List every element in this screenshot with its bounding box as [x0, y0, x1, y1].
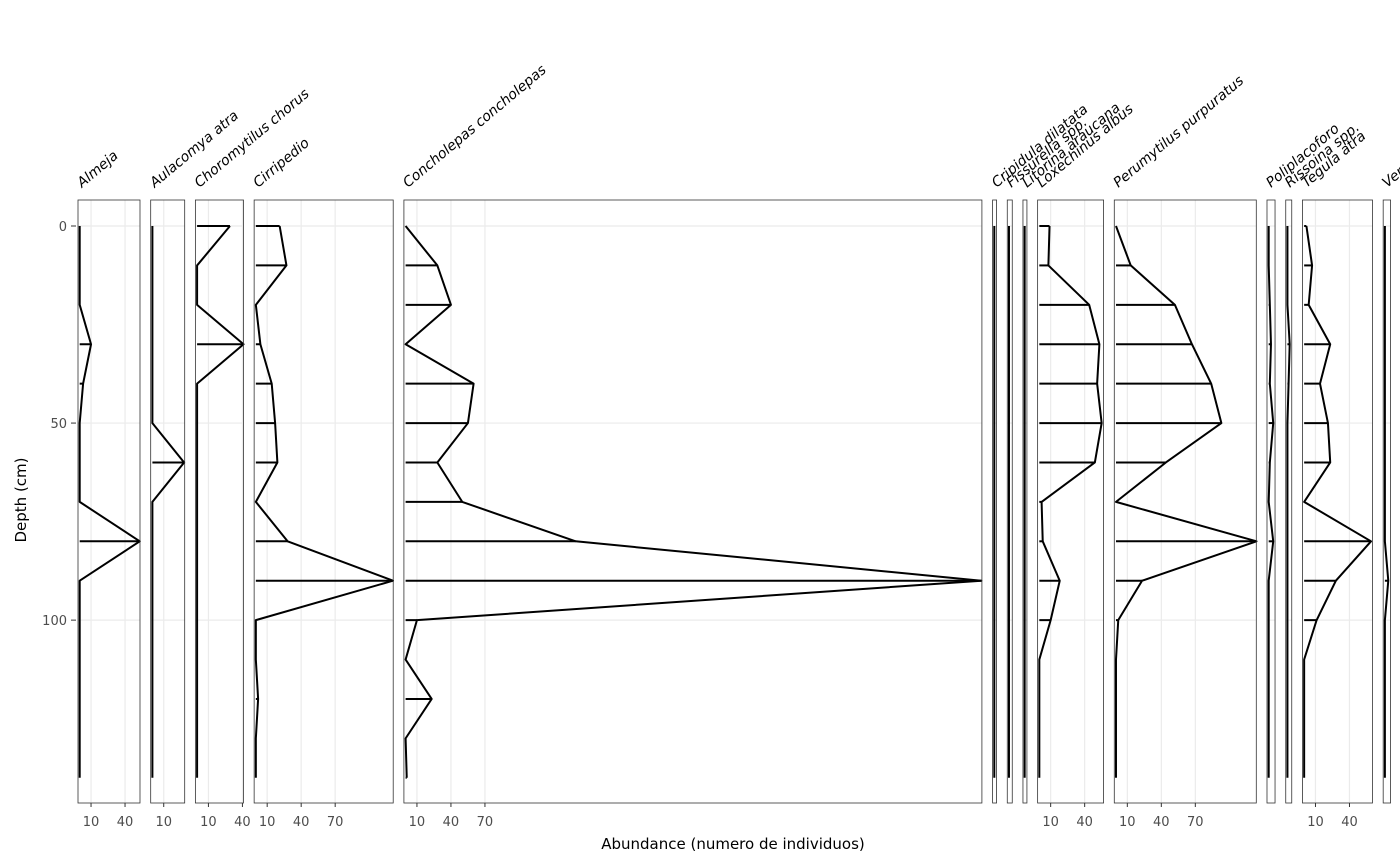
abundance-line [196, 225, 245, 778]
abundance-line [1038, 225, 1103, 778]
panel-border [1113, 199, 1257, 804]
panel-border [1266, 199, 1276, 804]
abundance-line [404, 225, 983, 778]
y-tick-label: 0 [59, 220, 67, 235]
y-axis-label: Depth (cm) [12, 457, 30, 542]
x-tick-label: 10 [155, 815, 172, 830]
panel-border [77, 199, 141, 804]
abundance-line [254, 225, 394, 778]
x-tick-label: 10 [200, 815, 217, 830]
panel-border [1022, 199, 1028, 804]
panel-border [1037, 199, 1104, 804]
panel-title: Concholepas concholepas [400, 62, 549, 191]
x-tick-label: 10 [259, 815, 276, 830]
x-tick-label: 10 [409, 815, 426, 830]
x-tick-label: 40 [1076, 815, 1093, 830]
x-axis-label: Abundance (numero de individuos) [601, 835, 865, 853]
abundance-line [1267, 226, 1275, 778]
abundance-line [78, 226, 141, 778]
abundance-line [1303, 225, 1373, 778]
y-tick-label: 50 [50, 417, 67, 432]
panel-border [1302, 199, 1373, 804]
x-tick-label: 10 [83, 815, 100, 830]
panel-title: Perumytilus purpuratus [1111, 73, 1248, 191]
x-tick-label: 10 [1307, 815, 1324, 830]
abundance-line [1286, 226, 1291, 778]
x-tick-label: 40 [117, 815, 134, 830]
abundance-line [1114, 225, 1258, 778]
x-tick-label: 40 [1153, 815, 1170, 830]
x-tick-label: 70 [1187, 815, 1204, 830]
panel-title: Cirripedio [250, 135, 312, 191]
x-tick-label: 70 [477, 815, 494, 830]
y-tick-label: 100 [42, 614, 67, 629]
x-tick-label: 70 [327, 815, 344, 830]
panel-title: Almeja [74, 148, 122, 192]
x-tick-label: 40 [1341, 815, 1358, 830]
x-tick-label: 40 [443, 815, 460, 830]
panel-border [150, 199, 186, 804]
x-tick-label: 10 [1042, 815, 1059, 830]
x-tick-label: 40 [234, 815, 251, 830]
panel-title: Ven [1379, 162, 1400, 191]
panel-border [1382, 199, 1391, 804]
panel-border [194, 199, 244, 804]
x-tick-label: 40 [293, 815, 310, 830]
abundance-line [151, 226, 186, 778]
panel-border [992, 199, 997, 804]
abundance-line [1383, 226, 1390, 778]
panel-border [1006, 199, 1013, 804]
panel-border [253, 199, 394, 804]
panel-border [1285, 199, 1293, 804]
x-tick-label: 10 [1119, 815, 1136, 830]
panel-border [403, 199, 983, 804]
